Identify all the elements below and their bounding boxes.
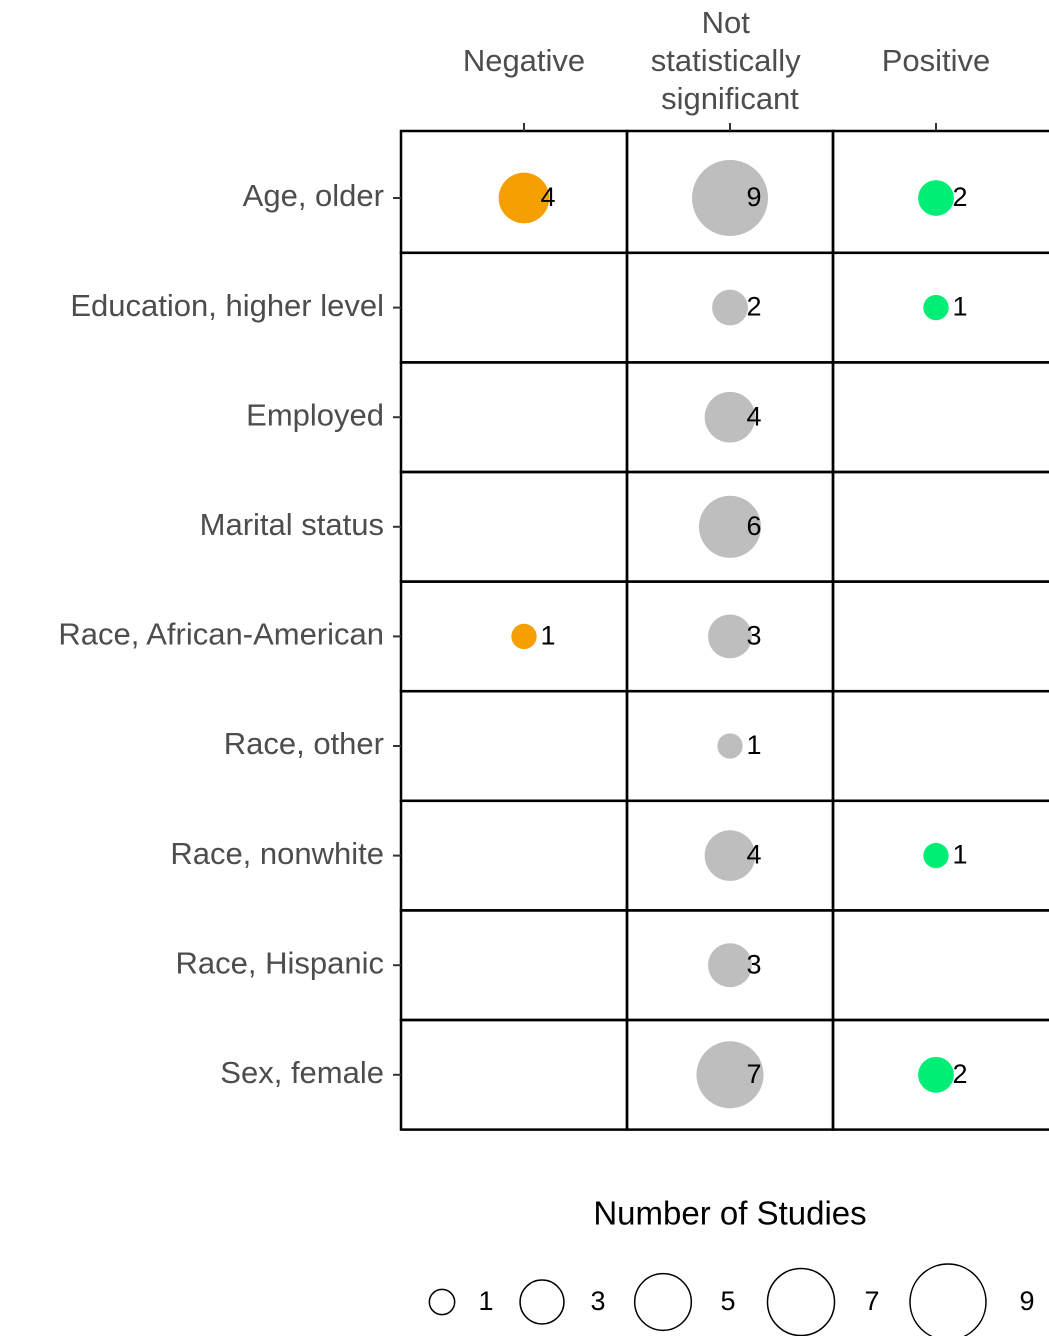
- y-tick-label: Age, older: [243, 178, 384, 213]
- value-label: 2: [952, 182, 967, 212]
- value-label: 1: [952, 292, 967, 322]
- panel: [399, 689, 629, 803]
- value-label: 4: [746, 840, 761, 870]
- bubble: [698, 495, 762, 558]
- value-label: 1: [540, 621, 555, 651]
- panel: [831, 580, 1049, 693]
- value-label: 3: [746, 949, 761, 979]
- y-tick-label: Employed: [246, 397, 384, 432]
- legend-title: Number of Studies: [593, 1195, 866, 1232]
- bubble: [708, 614, 752, 659]
- panel: [831, 909, 1049, 1022]
- value-label: 4: [540, 182, 555, 212]
- legend-label: 3: [590, 1286, 605, 1316]
- legend-label: 7: [864, 1286, 879, 1316]
- value-label: 1: [746, 730, 761, 760]
- panel: [399, 799, 629, 912]
- panel: [399, 909, 629, 1022]
- bubble: [704, 830, 756, 881]
- bubble: [696, 1041, 764, 1109]
- legend-label: 9: [1019, 1286, 1034, 1316]
- value-label: 7: [746, 1059, 761, 1089]
- y-tick-label: Sex, female: [220, 1055, 384, 1090]
- value-label: 2: [746, 292, 761, 322]
- value-label: 9: [746, 182, 761, 212]
- panel: [399, 1018, 629, 1131]
- value-label: 4: [746, 401, 761, 431]
- legend-circle: [909, 1263, 987, 1336]
- bubble: [918, 1056, 954, 1093]
- panel: [831, 470, 1049, 583]
- bubble: [923, 294, 949, 321]
- y-tick-label: Race, African-American: [58, 617, 384, 652]
- legend-circle: [428, 1288, 456, 1316]
- bubble: [712, 289, 748, 326]
- y-tick-label: Marital status: [200, 507, 384, 542]
- panel: [831, 361, 1049, 474]
- legend-circle: [519, 1279, 565, 1325]
- y-tick-label: Race, nonwhite: [170, 836, 384, 871]
- bubble: [704, 391, 756, 443]
- value-label: 2: [952, 1059, 967, 1089]
- panel: [399, 251, 629, 364]
- value-label: 6: [746, 511, 761, 541]
- bubble: [692, 160, 768, 236]
- bubble: [918, 180, 954, 216]
- y-tick-label: Race, other: [224, 726, 384, 761]
- x-tick-label: Positive: [882, 43, 991, 78]
- bubble: [498, 172, 550, 224]
- y-tick-label: Race, Hispanic: [176, 945, 384, 980]
- bubble: [708, 943, 752, 988]
- legend-circle: [766, 1267, 836, 1336]
- panel: [831, 689, 1049, 803]
- x-tick-label: Negative: [463, 43, 585, 78]
- legend-circle: [633, 1272, 693, 1332]
- panel: [399, 361, 629, 474]
- legend-label: 1: [478, 1286, 493, 1316]
- panel: [399, 470, 629, 583]
- bubble: [511, 623, 537, 650]
- y-tick-label: Education, higher level: [70, 288, 384, 323]
- x-tick-label: Not statistically significant: [651, 5, 810, 116]
- legend-label: 5: [720, 1286, 735, 1316]
- bubble: [717, 733, 743, 759]
- panel: [831, 1018, 1049, 1131]
- value-label: 1: [952, 840, 967, 870]
- value-label: 3: [746, 621, 761, 651]
- bubble: [923, 842, 949, 869]
